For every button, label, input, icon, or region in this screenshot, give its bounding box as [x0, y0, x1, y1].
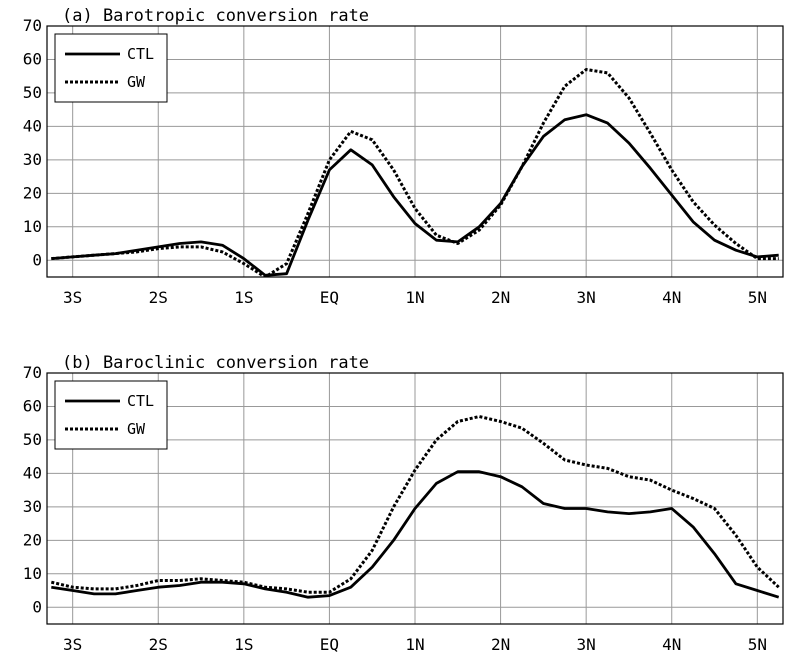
- x-tick-label: 2N: [491, 635, 510, 654]
- legend-label-gw: GW: [127, 73, 146, 91]
- y-tick-label: 30: [23, 497, 42, 516]
- y-tick-label: 70: [23, 16, 42, 35]
- x-tick-label: 1N: [405, 635, 424, 654]
- chart-title: (b) Baroclinic conversion rate: [62, 353, 369, 373]
- chart-title: (a) Barotropic conversion rate: [62, 6, 369, 26]
- y-tick-label: 20: [23, 530, 42, 549]
- panel-b: 0 10 20 30 40 50 60 70 3S 2S 1S EQ 1N 2N 3N 4N 5N CTL GW (b…: [23, 353, 784, 654]
- y-tick-label: 30: [23, 150, 42, 169]
- x-tick-label: 3S: [63, 288, 82, 307]
- plot-frame: [46, 25, 784, 278]
- x-tick-label: 1S: [234, 635, 253, 654]
- series-line-ctl: [51, 113, 779, 277]
- x-tick-label: EQ: [320, 635, 339, 654]
- y-tick-label: 50: [23, 83, 42, 102]
- series-line-ctl: [51, 470, 780, 599]
- x-tick-label: 3S: [63, 635, 82, 654]
- y-tick-label: 70: [23, 363, 42, 382]
- x-tick-label: 2S: [149, 288, 168, 307]
- series-line-gw: [51, 68, 779, 277]
- x-tick-label: 3N: [577, 288, 596, 307]
- y-tick-label: 20: [23, 183, 42, 202]
- y-tick-label: 50: [23, 430, 42, 449]
- x-tick-label: 2S: [149, 635, 168, 654]
- x-tick-label: 5N: [748, 635, 767, 654]
- legend-box: [54, 33, 168, 103]
- legend-label-ctl: CTL: [127, 392, 154, 410]
- y-tick-label: 60: [23, 49, 42, 68]
- x-tick-label: 4N: [662, 288, 681, 307]
- y-tick-label: 0: [32, 597, 42, 616]
- legend-label-gw: GW: [127, 420, 146, 438]
- x-tick-label: 4N: [662, 635, 681, 654]
- legend-label-ctl: CTL: [127, 45, 154, 63]
- x-tick-label: EQ: [320, 288, 339, 307]
- y-tick-label: 10: [23, 217, 42, 236]
- panel-a: 0 10 20 30 40 50 60 70 3S 2S 1S EQ 1N 2N 3N 4N 5N CTL GW (a…: [23, 6, 784, 307]
- y-tick-label: 0: [32, 250, 42, 269]
- y-tick-label: 10: [23, 564, 42, 583]
- x-tick-label: 2N: [491, 288, 510, 307]
- series-line-gw: [50, 415, 780, 594]
- y-tick-label: 40: [23, 463, 42, 482]
- plot-frame: [46, 372, 784, 625]
- legend-box: [54, 380, 168, 450]
- x-tick-label: 1S: [234, 288, 253, 307]
- x-tick-label: 1N: [405, 288, 424, 307]
- y-tick-label: 40: [23, 116, 42, 135]
- x-tick-label: 5N: [748, 288, 767, 307]
- x-tick-label: 3N: [577, 635, 596, 654]
- y-tick-label: 60: [23, 396, 42, 415]
